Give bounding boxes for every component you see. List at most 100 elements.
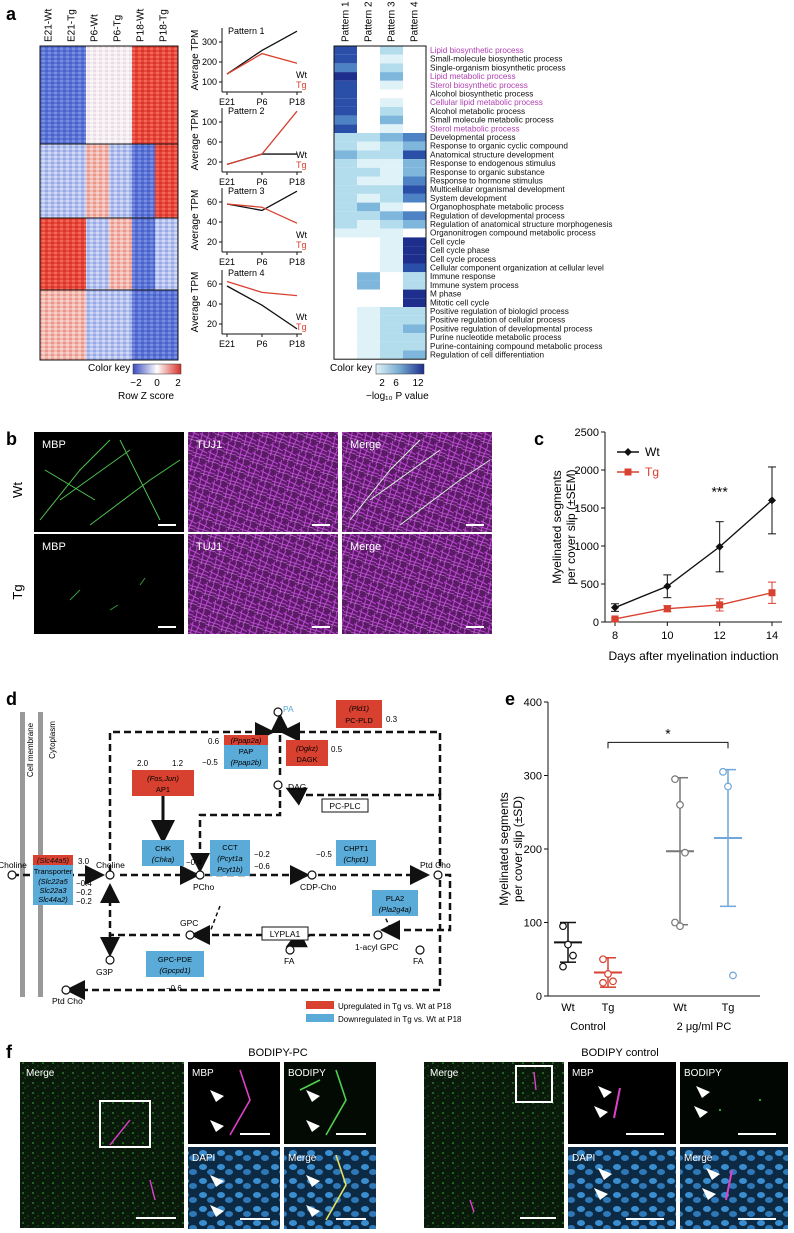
go-cell [357,72,380,81]
fold-change: 0.3 [386,715,398,724]
pattern-title: Pattern 3 [228,186,265,196]
data-point [676,922,684,931]
go-term-label: Organonitrogen compound metabolic proces… [430,229,596,238]
data-point [564,940,572,949]
data-point [599,955,607,964]
go-cell [357,63,380,73]
go-term-label: System development [430,194,507,203]
go-cell [403,202,426,212]
enzyme-chpt1 [336,840,376,866]
pattern-x-tick: E21 [219,339,235,349]
pattern-y-tick: 20 [207,157,217,167]
pattern-line-tg [226,203,298,224]
go-cell [357,211,380,220]
y-axis-label-1: Myelinated segments [497,792,511,905]
panel-label-b: b [6,429,17,449]
go-cell [334,272,357,281]
go-cell [403,54,426,64]
panel-label-c: c [534,429,544,449]
go-cell [380,141,403,151]
fold-change: −0.4 [76,879,92,888]
fold-change: −0.5 [316,850,332,859]
go-cell [380,72,403,81]
enzyme-label: (Gpcpd1) [159,966,191,975]
go-cell [403,167,426,177]
go-term-label: Multicellular organismal development [430,185,565,194]
enzyme-label: (Pld1) [349,704,370,713]
go-cell [403,89,426,99]
image-label-mbp: MBP [42,439,66,451]
go-cell [380,341,403,351]
heatmap-column-label: E21-Wt [44,8,55,42]
go-cell [334,315,357,325]
image-label-tuj1: TUJ1 [196,439,222,451]
go-cell [380,133,403,142]
enzyme-label: (Fos,Jun) [147,774,179,783]
series-line-tg [614,592,773,620]
y-tick-label: 300 [524,771,542,783]
enzyme-label: (Slc22a5 [38,877,68,886]
enzyme-label: DAGK [296,755,317,764]
y-tick-label: 2500 [575,427,599,439]
enzyme-gpcpde [146,951,204,977]
go-cell [380,150,403,160]
go-cell [357,254,380,264]
go-cell [403,72,426,81]
go-cell [357,272,380,281]
data-point [559,922,567,931]
go-cell [403,280,426,290]
go-cell [380,63,403,73]
pattern-line-wt [226,285,298,330]
go-cell [403,133,426,142]
y-tick-label: 400 [524,697,542,709]
go-cell [357,280,380,290]
go-cell [380,220,403,229]
go-cell [357,315,380,325]
go-cell [357,80,380,90]
fold-change: 3.0 [78,857,90,866]
go-term-label: Positive regulation of cellular process [430,316,565,325]
data-point [671,775,679,784]
go-cell [334,280,357,290]
fold-change: −0.5 [202,758,218,767]
data-point [611,603,619,612]
metabolite-pa: PA [283,704,294,714]
go-cell [380,263,403,273]
go-cell [357,115,380,125]
go-cell [334,333,357,342]
go-cell [357,167,380,177]
data-point [729,971,737,980]
enzyme-label: CHPT1 [344,844,369,853]
go-term-label: Response to organic cyclic compound [430,142,568,151]
data-point [604,970,612,978]
series-line-wt [614,499,773,609]
heatmap-column-label: P6-Wt [90,14,101,42]
pattern-title: Pattern 2 [228,106,265,116]
go-column-label: Pattern 3 [387,1,398,42]
go-cell [357,246,380,255]
go-cell [334,263,357,273]
go-cell [334,228,357,238]
image-label-merge: Merge [350,541,381,553]
micrograph-bodipy-control-merge [424,1062,564,1228]
pattern-x-tick: P18 [289,339,305,349]
go-cell [357,141,380,151]
go-cell [403,350,426,360]
go-cell [334,341,357,351]
pattern-x-tick: P18 [289,177,305,187]
data-point [768,496,776,505]
enzyme-label: (Chpt1) [343,855,369,864]
enzyme-label: Slc22a3 [39,886,67,895]
go-cell [380,98,403,107]
go-term-label: Purine-containing compound metabolic pro… [430,342,603,351]
row-label-tg: Tg [10,584,25,599]
cell-membrane-label: Cell membrane [26,722,35,777]
micrograph-tg-tuj1 [188,534,338,634]
go-cell [334,176,357,186]
micrograph-wt-merge [342,432,492,532]
go-cell [357,263,380,273]
image-label-dapi: DAPI [572,1153,595,1164]
go-cell [334,150,357,160]
color-key-tick: −2 [130,378,142,389]
